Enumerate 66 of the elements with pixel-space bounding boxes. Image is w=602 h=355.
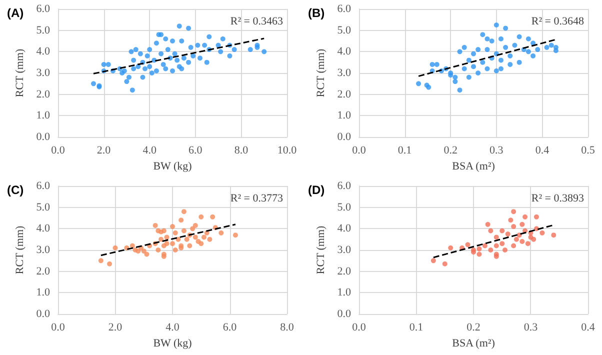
chart-title: (D) bbox=[308, 183, 325, 197]
y-tick-label: 1.0 bbox=[337, 110, 352, 122]
x-tick-label: 2.0 bbox=[108, 322, 123, 334]
y-tick-label: 5.0 bbox=[36, 201, 50, 214]
y-tick-label: 0.0 bbox=[36, 131, 50, 143]
y-tick-label: 6.0 bbox=[337, 3, 352, 15]
y-tick-label: 2.0 bbox=[337, 265, 352, 278]
x-tick-label: 4.0 bbox=[142, 144, 157, 156]
x-tick-label: 0.0 bbox=[51, 144, 66, 156]
x-axis-title: BSA (m²) bbox=[452, 160, 496, 172]
y-tick-label: 0.0 bbox=[337, 131, 352, 143]
y-tick-label: 4.0 bbox=[337, 46, 352, 58]
y-tick-label: 6.0 bbox=[337, 180, 352, 192]
y-tick-label: 2.0 bbox=[36, 265, 50, 278]
x-tick-label: 0.1 bbox=[398, 144, 412, 156]
x-axis-title: BW (kg) bbox=[153, 337, 192, 350]
x-tick-label: 0.2 bbox=[444, 144, 458, 156]
y-tick-label: 4.0 bbox=[337, 222, 352, 235]
y-tick-label: 3.0 bbox=[337, 244, 352, 256]
x-tick-label: 6.0 bbox=[188, 144, 203, 156]
x-tick-label: 0.4 bbox=[535, 144, 550, 156]
x-tick-label: 0.0 bbox=[352, 322, 366, 334]
x-axis-title: BW (kg) bbox=[153, 160, 192, 172]
y-tick-label: 6.0 bbox=[36, 180, 50, 192]
chart-title: (C) bbox=[7, 183, 24, 197]
y-tick-label: 3.0 bbox=[36, 244, 50, 256]
y-tick-label: 2.0 bbox=[36, 88, 50, 100]
x-tick-label: 2.0 bbox=[96, 144, 112, 156]
y-tick-label: 6.0 bbox=[36, 3, 50, 15]
y-tick-label: 5.0 bbox=[337, 24, 352, 36]
y-tick-label: 4.0 bbox=[36, 222, 50, 235]
annotation: R² = 0.3463 bbox=[230, 16, 284, 28]
annotation: R² = 0.3773 bbox=[230, 192, 284, 204]
x-tick-label: 4.0 bbox=[166, 322, 180, 334]
y-tick-label: 0.0 bbox=[36, 308, 50, 320]
x-tick-label: 6.0 bbox=[222, 322, 238, 334]
x-tick-label: 0.1 bbox=[409, 322, 424, 334]
x-tick-label: 10.0 bbox=[277, 144, 298, 156]
x-tick-label: 0.4 bbox=[581, 322, 596, 334]
y-tick-label: 1.0 bbox=[36, 286, 50, 299]
y-tick-label: 3.0 bbox=[36, 67, 50, 79]
y-tick-label: 5.0 bbox=[337, 201, 352, 214]
y-tick-label: 1.0 bbox=[337, 286, 352, 299]
chart-title: (A) bbox=[7, 6, 24, 20]
chart-title: (B) bbox=[308, 6, 325, 20]
x-tick-label: 0.3 bbox=[490, 144, 504, 156]
y-tick-label: 0.0 bbox=[337, 308, 352, 320]
x-axis-title: BSA (m²) bbox=[452, 337, 496, 350]
y-axis-title: RCT (mm) bbox=[314, 225, 327, 274]
y-axis-title: RCT (mm) bbox=[314, 48, 327, 98]
y-tick-label: 1.0 bbox=[36, 110, 50, 122]
x-tick-label: 0.3 bbox=[524, 322, 538, 334]
x-tick-label: 8.0 bbox=[280, 322, 294, 334]
y-axis-title: RCT (mm) bbox=[14, 48, 26, 98]
y-axis-title: RCT (mm) bbox=[14, 225, 26, 274]
annotation: R² = 0.3648 bbox=[531, 16, 584, 28]
x-tick-label: 8.0 bbox=[234, 144, 249, 156]
x-tick-label: 0.0 bbox=[352, 144, 366, 156]
annotation: R² = 0.3893 bbox=[531, 192, 584, 204]
x-tick-label: 0.0 bbox=[51, 322, 66, 334]
y-tick-label: 3.0 bbox=[337, 67, 352, 79]
x-tick-label: 0.5 bbox=[581, 144, 596, 156]
y-tick-label: 4.0 bbox=[36, 46, 50, 58]
y-tick-label: 5.0 bbox=[36, 24, 50, 36]
y-tick-label: 2.0 bbox=[337, 88, 352, 100]
x-tick-label: 0.2 bbox=[466, 322, 480, 334]
